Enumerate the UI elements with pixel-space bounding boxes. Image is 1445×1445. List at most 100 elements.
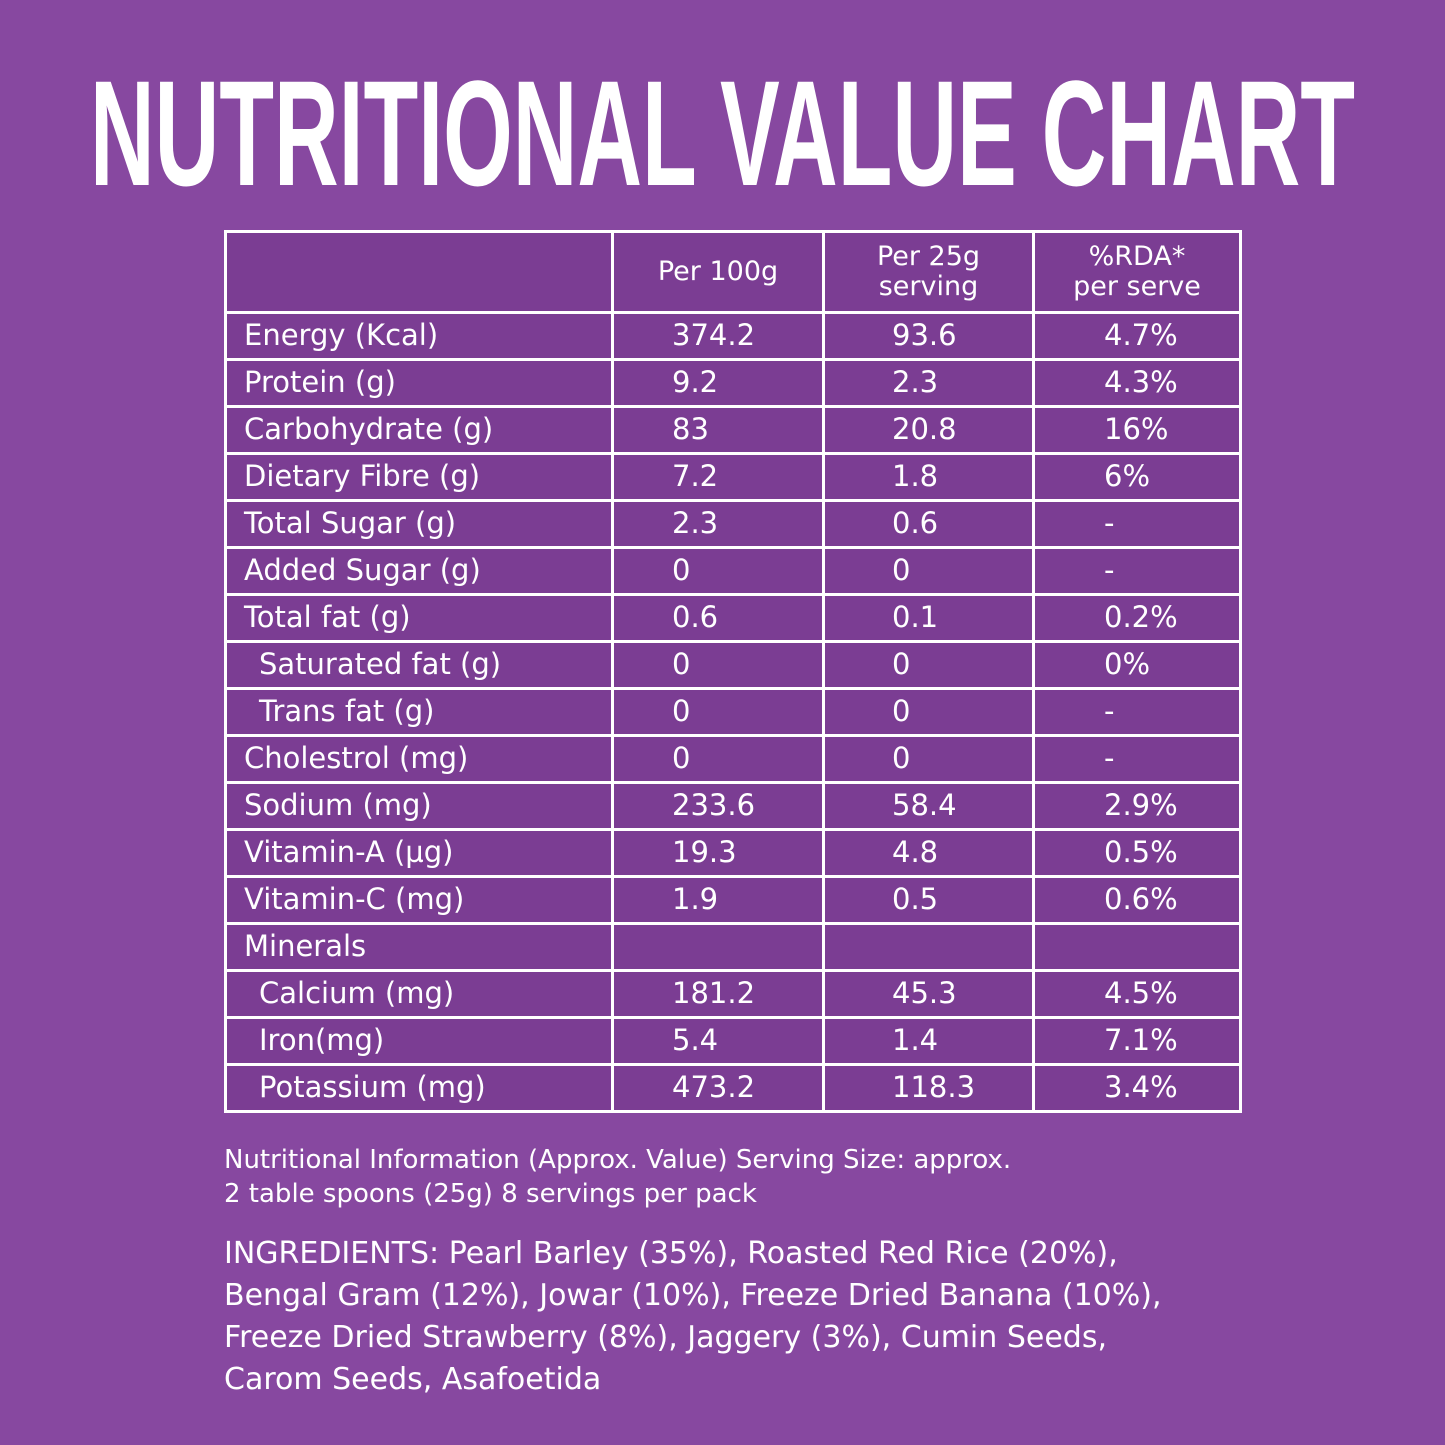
header-row: Per 100g Per 25g serving %RDA* per serve [224,230,1242,314]
nutrient-label: Vitamin-C (mg) [224,875,614,925]
ingredients-line: Freeze Dried Strawberry (8%), Jaggery (3… [224,1320,1107,1355]
table-row: Carbohydrate (g) 83 20.8 16% [224,405,1242,455]
value-cell: 20.8 [822,405,1035,455]
value-cell: 374.2 [611,311,825,361]
value-cell: 0.5% [1032,828,1242,878]
value-cell: 0.2% [1032,593,1242,643]
value-cell: 45.3 [822,969,1035,1019]
table-row: Calcium (mg) 181.2 45.3 4.5% [224,969,1242,1019]
value-cell: 7.2 [611,452,825,502]
nutrient-label: Added Sugar (g) [224,546,614,596]
value-cell: 0 [611,734,825,784]
value-cell: 5.4 [611,1016,825,1066]
table-row: Trans fat (g) 0 0- [224,687,1242,737]
value-cell: 0 [611,546,825,596]
value-cell: 58.4 [822,781,1035,831]
header-cell [224,230,614,314]
header-cell: Per 25g serving [822,230,1035,314]
value-cell: 0.1 [822,593,1035,643]
value-cell [1032,922,1242,972]
note-line: Nutritional Information (Approx. Value) … [224,1145,1012,1175]
value-cell: 0.6 [822,499,1035,549]
nutrient-label: Minerals [224,922,614,972]
value-cell: 4.3% [1032,358,1242,408]
value-cell: 19.3 [611,828,825,878]
value-cell: 0% [1032,640,1242,690]
title: NUTRITIONAL VALUE CHART [90,49,1355,210]
nutrient-label: Calcium (mg) [224,969,614,1019]
value-cell: 4.7% [1032,311,1242,361]
value-cell: 1.8 [822,452,1035,502]
nutrient-label: Iron(mg) [224,1016,614,1066]
nutrient-label: Carbohydrate (g) [224,405,614,455]
table-row: Minerals [224,922,1242,972]
value-cell: 1.4 [822,1016,1035,1066]
nutrient-label: Cholestrol (mg) [224,734,614,784]
nutrient-label: Trans fat (g) [224,687,614,737]
value-cell: 9.2 [611,358,825,408]
nutrition-table: Per 100g Per 25g serving %RDA* per serve En… [224,230,1242,1113]
nutrient-label: Total Sugar (g) [224,499,614,549]
ingredients: INGREDIENTS: Pearl Barley (35%), Roasted… [224,1233,1162,1401]
table-row: Iron(mg) 5.4 1.4 7.1% [224,1016,1242,1066]
value-cell: 4.8 [822,828,1035,878]
value-cell: 2.3 [611,499,825,549]
value-cell: 0 [822,546,1035,596]
ingredients-line: INGREDIENTS: Pearl Barley (35%), Roasted… [224,1236,1118,1271]
table-row: Saturated fat (g) 0 0 0% [224,640,1242,690]
value-cell: 2.3 [822,358,1035,408]
table-row: Total fat (g) 0.6 0.1 0.2% [224,593,1242,643]
value-cell: 0 [611,640,825,690]
nutrient-label: Total fat (g) [224,593,614,643]
value-cell: 1.9 [611,875,825,925]
value-cell: 118.3 [822,1063,1035,1113]
table-row: Vitamin-A (µg) 19.3 4.8 0.5% [224,828,1242,878]
value-cell: 0 [611,687,825,737]
value-cell: 83 [611,405,825,455]
header-cell: Per 100g [611,230,825,314]
value-cell: 181.2 [611,969,825,1019]
table-row: Added Sugar (g) 0 0- [224,546,1242,596]
table-row: Potassium (mg) 473.2 118.3 3.4% [224,1063,1242,1113]
value-cell: 473.2 [611,1063,825,1113]
value-cell: 16% [1032,405,1242,455]
table-row: Total Sugar (g) 2.3 0.6- [224,499,1242,549]
ingredients-line: Carom Seeds, Asafoetida [224,1362,602,1397]
nutrient-label: Dietary Fibre (g) [224,452,614,502]
value-cell: 4.5% [1032,969,1242,1019]
value-cell: - [1032,734,1242,784]
title-banner: NUTRITIONAL VALUE CHART [90,49,1355,210]
value-cell [611,922,825,972]
serving-note: Nutritional Information (Approx. Value) … [224,1143,1011,1211]
value-cell: - [1032,499,1242,549]
table-row: Cholestrol (mg) 0 0- [224,734,1242,784]
nutrient-label: Sodium (mg) [224,781,614,831]
nutrient-label: Protein (g) [224,358,614,408]
table-row: Sodium (mg) 233.6 58.4 2.9% [224,781,1242,831]
value-cell: - [1032,687,1242,737]
value-cell: 0.6 [611,593,825,643]
table-row: Protein (g) 9.2 2.3 4.3% [224,358,1242,408]
value-cell: 7.1% [1032,1016,1242,1066]
value-cell: 93.6 [822,311,1035,361]
value-cell: 0 [822,687,1035,737]
table-row: Vitamin-C (mg) 1.9 0.5 0.6% [224,875,1242,925]
value-cell: 0.5 [822,875,1035,925]
header-cell: %RDA* per serve [1032,230,1242,314]
value-cell: 233.6 [611,781,825,831]
value-cell: 0 [822,734,1035,784]
value-cell: 0 [822,640,1035,690]
nutrient-label: Energy (Kcal) [224,311,614,361]
value-cell: 0.6% [1032,875,1242,925]
nutrient-label: Potassium (mg) [224,1063,614,1113]
note-line: 2 table spoons (25g) 8 servings per pack [224,1179,757,1209]
value-cell: 2.9% [1032,781,1242,831]
nutrient-label: Vitamin-A (µg) [224,828,614,878]
table-row: Energy (Kcal) 374.2 93.6 4.7% [224,311,1242,361]
ingredients-line: Bengal Gram (12%), Jowar (10%), Freeze D… [224,1278,1162,1313]
table-row: Dietary Fibre (g) 7.2 1.8 6% [224,452,1242,502]
value-cell: 3.4% [1032,1063,1242,1113]
value-cell: 6% [1032,452,1242,502]
value-cell [822,922,1035,972]
